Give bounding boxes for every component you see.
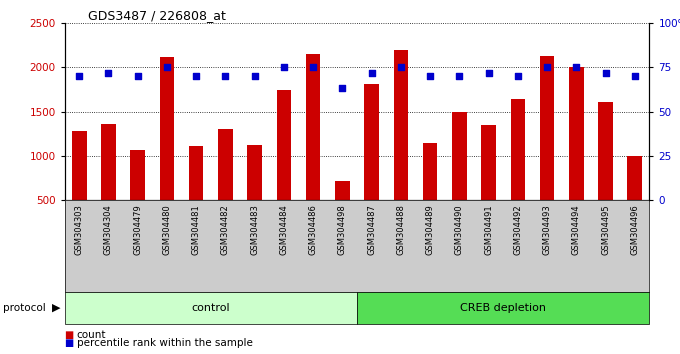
Bar bbox=[218, 129, 233, 200]
Text: GSM304303: GSM304303 bbox=[75, 205, 84, 256]
Point bbox=[571, 64, 581, 70]
Text: GSM304483: GSM304483 bbox=[250, 205, 259, 256]
Bar bbox=[423, 143, 437, 200]
Bar bbox=[131, 150, 145, 200]
Text: GSM304482: GSM304482 bbox=[221, 205, 230, 255]
Text: GSM304489: GSM304489 bbox=[426, 205, 435, 255]
Bar bbox=[72, 131, 86, 200]
Point bbox=[541, 64, 552, 70]
Point bbox=[249, 73, 260, 79]
Bar bbox=[65, 292, 357, 324]
Text: CREB depletion: CREB depletion bbox=[460, 303, 546, 313]
Point bbox=[190, 73, 201, 79]
Bar bbox=[357, 292, 649, 324]
Text: ■: ■ bbox=[65, 330, 74, 339]
Point bbox=[483, 70, 494, 75]
Bar bbox=[277, 90, 291, 200]
Bar bbox=[101, 124, 116, 200]
Text: GSM304495: GSM304495 bbox=[601, 205, 610, 255]
Point bbox=[103, 70, 114, 75]
Text: GSM304491: GSM304491 bbox=[484, 205, 493, 255]
Text: GSM304494: GSM304494 bbox=[572, 205, 581, 255]
Text: GSM304496: GSM304496 bbox=[630, 205, 639, 255]
Text: protocol: protocol bbox=[3, 303, 46, 313]
Text: GDS3487 / 226808_at: GDS3487 / 226808_at bbox=[88, 9, 226, 22]
Point bbox=[279, 64, 290, 70]
Bar bbox=[452, 112, 466, 200]
Bar bbox=[306, 55, 320, 200]
Text: GSM304481: GSM304481 bbox=[192, 205, 201, 255]
Point bbox=[630, 73, 641, 79]
Point bbox=[307, 64, 318, 70]
Text: GSM304490: GSM304490 bbox=[455, 205, 464, 255]
Point bbox=[220, 73, 231, 79]
Point bbox=[366, 70, 377, 75]
Point bbox=[395, 64, 406, 70]
Point bbox=[424, 73, 435, 79]
Bar bbox=[481, 125, 496, 200]
Text: count: count bbox=[77, 330, 106, 339]
Text: GSM304487: GSM304487 bbox=[367, 205, 376, 256]
Text: GSM304493: GSM304493 bbox=[543, 205, 551, 255]
Bar bbox=[540, 56, 554, 200]
Text: ▶: ▶ bbox=[52, 303, 61, 313]
Bar bbox=[511, 99, 525, 200]
Text: GSM304488: GSM304488 bbox=[396, 205, 405, 256]
Text: GSM304484: GSM304484 bbox=[279, 205, 288, 255]
Bar bbox=[364, 84, 379, 200]
Text: GSM304480: GSM304480 bbox=[163, 205, 171, 255]
Bar bbox=[394, 50, 408, 200]
Bar bbox=[628, 156, 642, 200]
Bar bbox=[598, 102, 613, 200]
Text: control: control bbox=[192, 303, 230, 313]
Bar bbox=[248, 145, 262, 200]
Text: GSM304492: GSM304492 bbox=[513, 205, 522, 255]
Text: GSM304479: GSM304479 bbox=[133, 205, 142, 255]
Point bbox=[512, 73, 523, 79]
Point bbox=[337, 86, 347, 91]
Text: percentile rank within the sample: percentile rank within the sample bbox=[77, 338, 253, 348]
Point bbox=[73, 73, 84, 79]
Text: ■: ■ bbox=[65, 338, 74, 348]
Bar bbox=[335, 181, 350, 200]
Text: GSM304498: GSM304498 bbox=[338, 205, 347, 255]
Point bbox=[454, 73, 464, 79]
Point bbox=[162, 64, 173, 70]
Bar bbox=[160, 57, 174, 200]
Bar bbox=[569, 67, 583, 200]
Point bbox=[600, 70, 611, 75]
Text: GSM304304: GSM304304 bbox=[104, 205, 113, 255]
Bar bbox=[189, 146, 203, 200]
Text: GSM304486: GSM304486 bbox=[309, 205, 318, 256]
Point bbox=[132, 73, 143, 79]
